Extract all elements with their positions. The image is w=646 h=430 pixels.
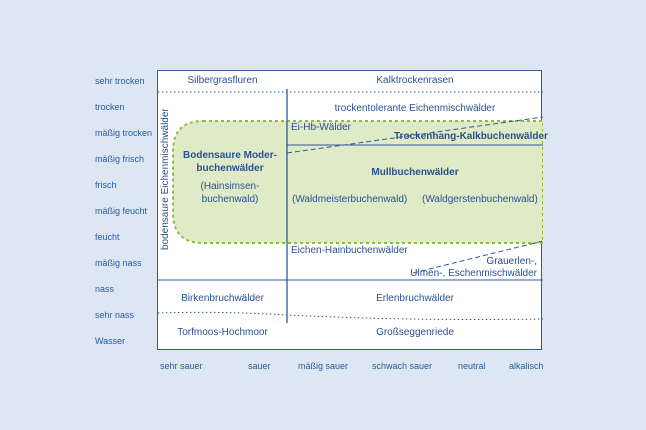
zone-birkenbruchwaelder: Birkenbruchwälder [181,293,264,304]
moor-boundary-line [158,311,543,320]
zone-kalktrockenrasen: Kalktrockenrasen [376,75,454,86]
zone-moderbuchen-line-2: buchenwälder [196,163,264,174]
zone-grauerlen-line-2: Ulmen-, Eschenmischwälder [410,268,537,279]
acidity-label-sehr-sauer: sehr sauer [160,361,203,371]
acidity-label-schwach-sauer: schwach sauer [372,361,433,371]
grauerlen-diagonal-line [412,240,543,274]
moisture-label-feucht: feucht [95,232,120,242]
moisture-label-sehr-nass: sehr nass [95,310,135,320]
zone-moderbuchen-line-1: Bodensaure Moder- [183,150,277,161]
zone-waldgerstenbuchenwald: (Waldgerstenbuchenwald) [422,194,538,205]
zone-trockenhang-kalkbuchenwaelder: Trockenhang-Kalkbuchenwälder [394,131,548,142]
buchen-zone [172,120,543,244]
zone-grossseggenriede: Großseggenriede [376,327,454,338]
zone-torfmoos-hochmoor: Torfmoos-Hochmoor [177,327,268,338]
vegetation-diagram: Silbergrasfluren Kalktrockenrasen trocke… [157,70,548,350]
zone-bodensaure-eichenmischwaelder: bodensaure Eichenmischwälder [160,108,171,250]
diagram-lines [158,89,543,323]
zone-erlenbruchwaelder: Erlenbruchwälder [376,293,454,304]
moisture-label-sehr-trocken: sehr trocken [95,76,145,86]
acidity-label-sauer: sauer [248,361,271,371]
moisture-label-nass: nass [95,284,115,294]
ei-hb-diagonal-line [286,116,543,154]
zone-mullbuchenwaelder: Mullbuchenwälder [371,167,459,178]
zone-trockentolerante-eichenmischwaelder: trockentolerante Eichenmischwälder [334,103,496,114]
moisture-label-maessig-feucht: mäßig feucht [95,206,148,216]
acidity-label-neutral: neutral [458,361,486,371]
moisture-label-trocken: trocken [95,102,125,112]
moisture-label-maessig-frisch: mäßig frisch [95,154,145,164]
acidity-label-alkalisch: alkalisch [509,361,544,371]
zone-waldmeisterbuchenwald: (Waldmeisterbuchenwald) [292,194,408,205]
zone-hainsimsen-line-1: (Hainsimsen- [200,181,260,192]
zone-silbergrasfluren: Silbergrasfluren [187,75,258,86]
zone-eichen-hainbuchenwaelder: Eichen-Hainbuchenwälder [291,245,408,256]
acidity-label-maessig-sauer: mäßig sauer [298,361,349,371]
moisture-label-maessig-trocken: mäßig trocken [95,128,153,138]
moisture-label-wasser: Wasser [95,336,126,346]
zone-ei-hb-waelder: Ei-Hb-Wälder [291,122,352,133]
zone-grauerlen-line-1: Grauerlen-, [486,256,537,267]
moisture-label-maessig-nass: mäßig nass [95,258,142,268]
zone-hainsimsen-line-2: buchenwald) [201,194,259,205]
moisture-label-frisch: frisch [95,180,117,190]
